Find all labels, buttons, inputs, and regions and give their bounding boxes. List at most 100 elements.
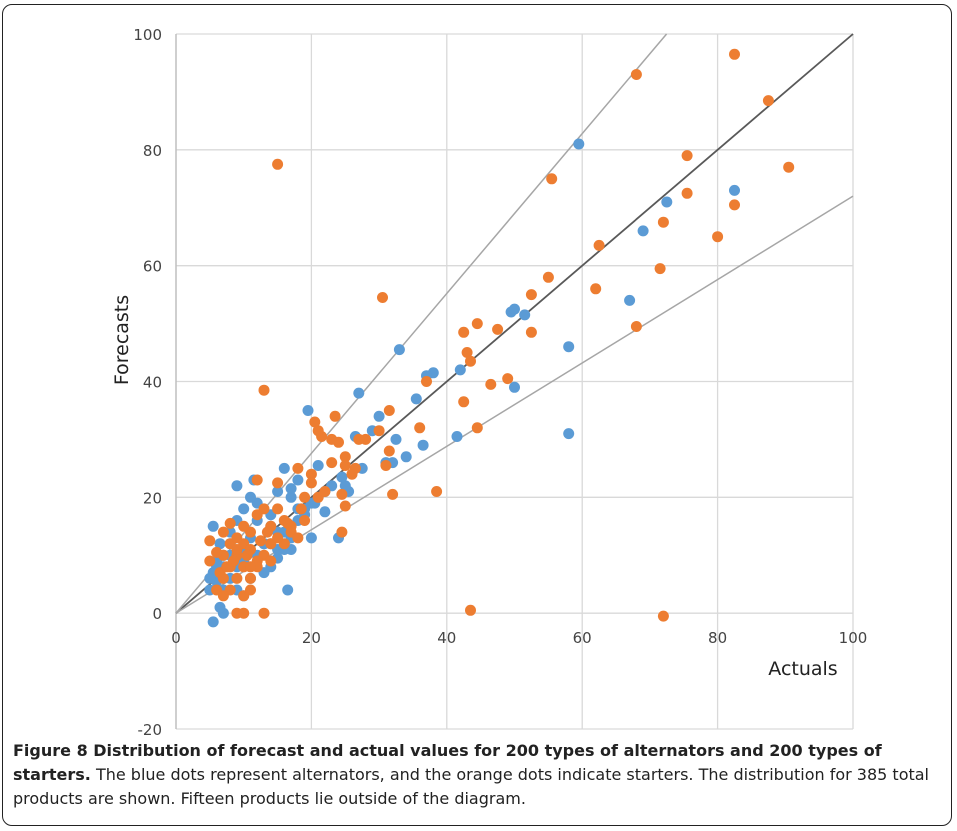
orange-point — [259, 608, 270, 619]
x-tick-label: 0 — [171, 629, 181, 647]
orange-point — [763, 95, 774, 106]
orange-point — [238, 521, 249, 532]
orange-point — [384, 446, 395, 457]
blue-point — [509, 382, 520, 393]
y-tick-label: 100 — [133, 26, 162, 44]
orange-point — [259, 385, 270, 396]
orange-point — [340, 460, 351, 471]
blue-point — [455, 364, 466, 375]
blue-point — [661, 197, 672, 208]
y-tick-label: -20 — [138, 721, 163, 735]
y-axis-label: Forecasts — [111, 295, 133, 385]
orange-point — [204, 535, 215, 546]
orange-point — [655, 263, 666, 274]
orange-point — [211, 547, 222, 558]
blue-point — [238, 503, 249, 514]
x-tick-label: 40 — [437, 629, 456, 647]
orange-point — [309, 417, 320, 428]
orange-point — [590, 283, 601, 294]
x-tick-label: 80 — [708, 629, 727, 647]
reference-lines — [176, 34, 853, 613]
orange-point — [421, 376, 432, 387]
orange-point — [238, 608, 249, 619]
blue-point — [208, 521, 219, 532]
y-tick-label: 20 — [143, 489, 162, 507]
orange-point — [729, 49, 740, 60]
orange-point — [492, 324, 503, 335]
blue-point — [418, 440, 429, 451]
scatter-chart: -20 0 20 40 60 80 100 0 20 40 60 80 100 Forecasts Ac… — [0, 0, 957, 735]
blue-point — [452, 431, 463, 442]
blue-point — [319, 506, 330, 517]
orange-point — [204, 556, 215, 567]
orange-point — [330, 411, 341, 422]
blue-point — [394, 344, 405, 355]
blue-point — [391, 434, 402, 445]
blue-point — [204, 573, 215, 584]
tick-labels: -20 0 20 40 60 80 100 0 20 40 60 80 100 — [133, 26, 867, 735]
orange-point — [252, 475, 263, 486]
blue-point — [306, 532, 317, 543]
orange-point — [218, 527, 229, 538]
blue-point — [624, 295, 635, 306]
orange-point — [242, 550, 253, 561]
orange-point — [272, 503, 283, 514]
orange-point — [231, 544, 242, 555]
orange-point — [543, 272, 554, 283]
orange-point — [336, 489, 347, 500]
x-tick-label: 20 — [302, 629, 321, 647]
y-tick-label: 60 — [143, 258, 162, 276]
orange-point — [231, 532, 242, 543]
orange-point — [631, 321, 642, 332]
blue-point — [336, 472, 347, 483]
orange-point — [292, 463, 303, 474]
orange-point — [472, 422, 483, 433]
x-tick-label: 100 — [839, 629, 868, 647]
orange-point — [658, 611, 669, 622]
orange-point — [272, 477, 283, 488]
orange-point — [221, 561, 232, 572]
x-tick-label: 60 — [573, 629, 592, 647]
blue-point — [231, 480, 242, 491]
orange-point — [729, 199, 740, 210]
orange-point — [299, 515, 310, 526]
grid-layer — [176, 34, 853, 729]
orange-point — [682, 150, 693, 161]
orange-point — [279, 515, 290, 526]
orange-point — [377, 292, 388, 303]
blue-point — [401, 451, 412, 462]
blue-point — [729, 185, 740, 196]
orange-point — [353, 434, 364, 445]
blue-point — [638, 225, 649, 236]
orange-point — [458, 396, 469, 407]
blue-point — [509, 304, 520, 315]
blue-point — [353, 388, 364, 399]
blue-point — [286, 492, 297, 503]
y-tick-label: 0 — [152, 605, 162, 623]
orange-point — [245, 561, 256, 572]
blue-point — [563, 428, 574, 439]
orange-point — [414, 422, 425, 433]
y-tick-label: 40 — [143, 374, 162, 392]
orange-point — [262, 527, 273, 538]
orange-point — [783, 162, 794, 173]
blue-point — [279, 463, 290, 474]
blue-point — [563, 341, 574, 352]
blue-point — [303, 405, 314, 416]
orange-point — [326, 457, 337, 468]
blue-point — [282, 585, 293, 596]
orange-point — [472, 318, 483, 329]
caption-body: The blue dots represent alternators, and… — [13, 765, 929, 808]
orange-point — [526, 289, 537, 300]
blue-point — [292, 475, 303, 486]
orange-point — [265, 556, 276, 567]
orange-point — [546, 173, 557, 184]
orange-point — [458, 327, 469, 338]
orange-point — [336, 527, 347, 538]
orange-point — [299, 492, 310, 503]
orange-point — [245, 573, 256, 584]
orange-point — [712, 231, 723, 242]
orange-point — [218, 590, 229, 601]
orange-point — [502, 373, 513, 384]
orange-point — [292, 532, 303, 543]
